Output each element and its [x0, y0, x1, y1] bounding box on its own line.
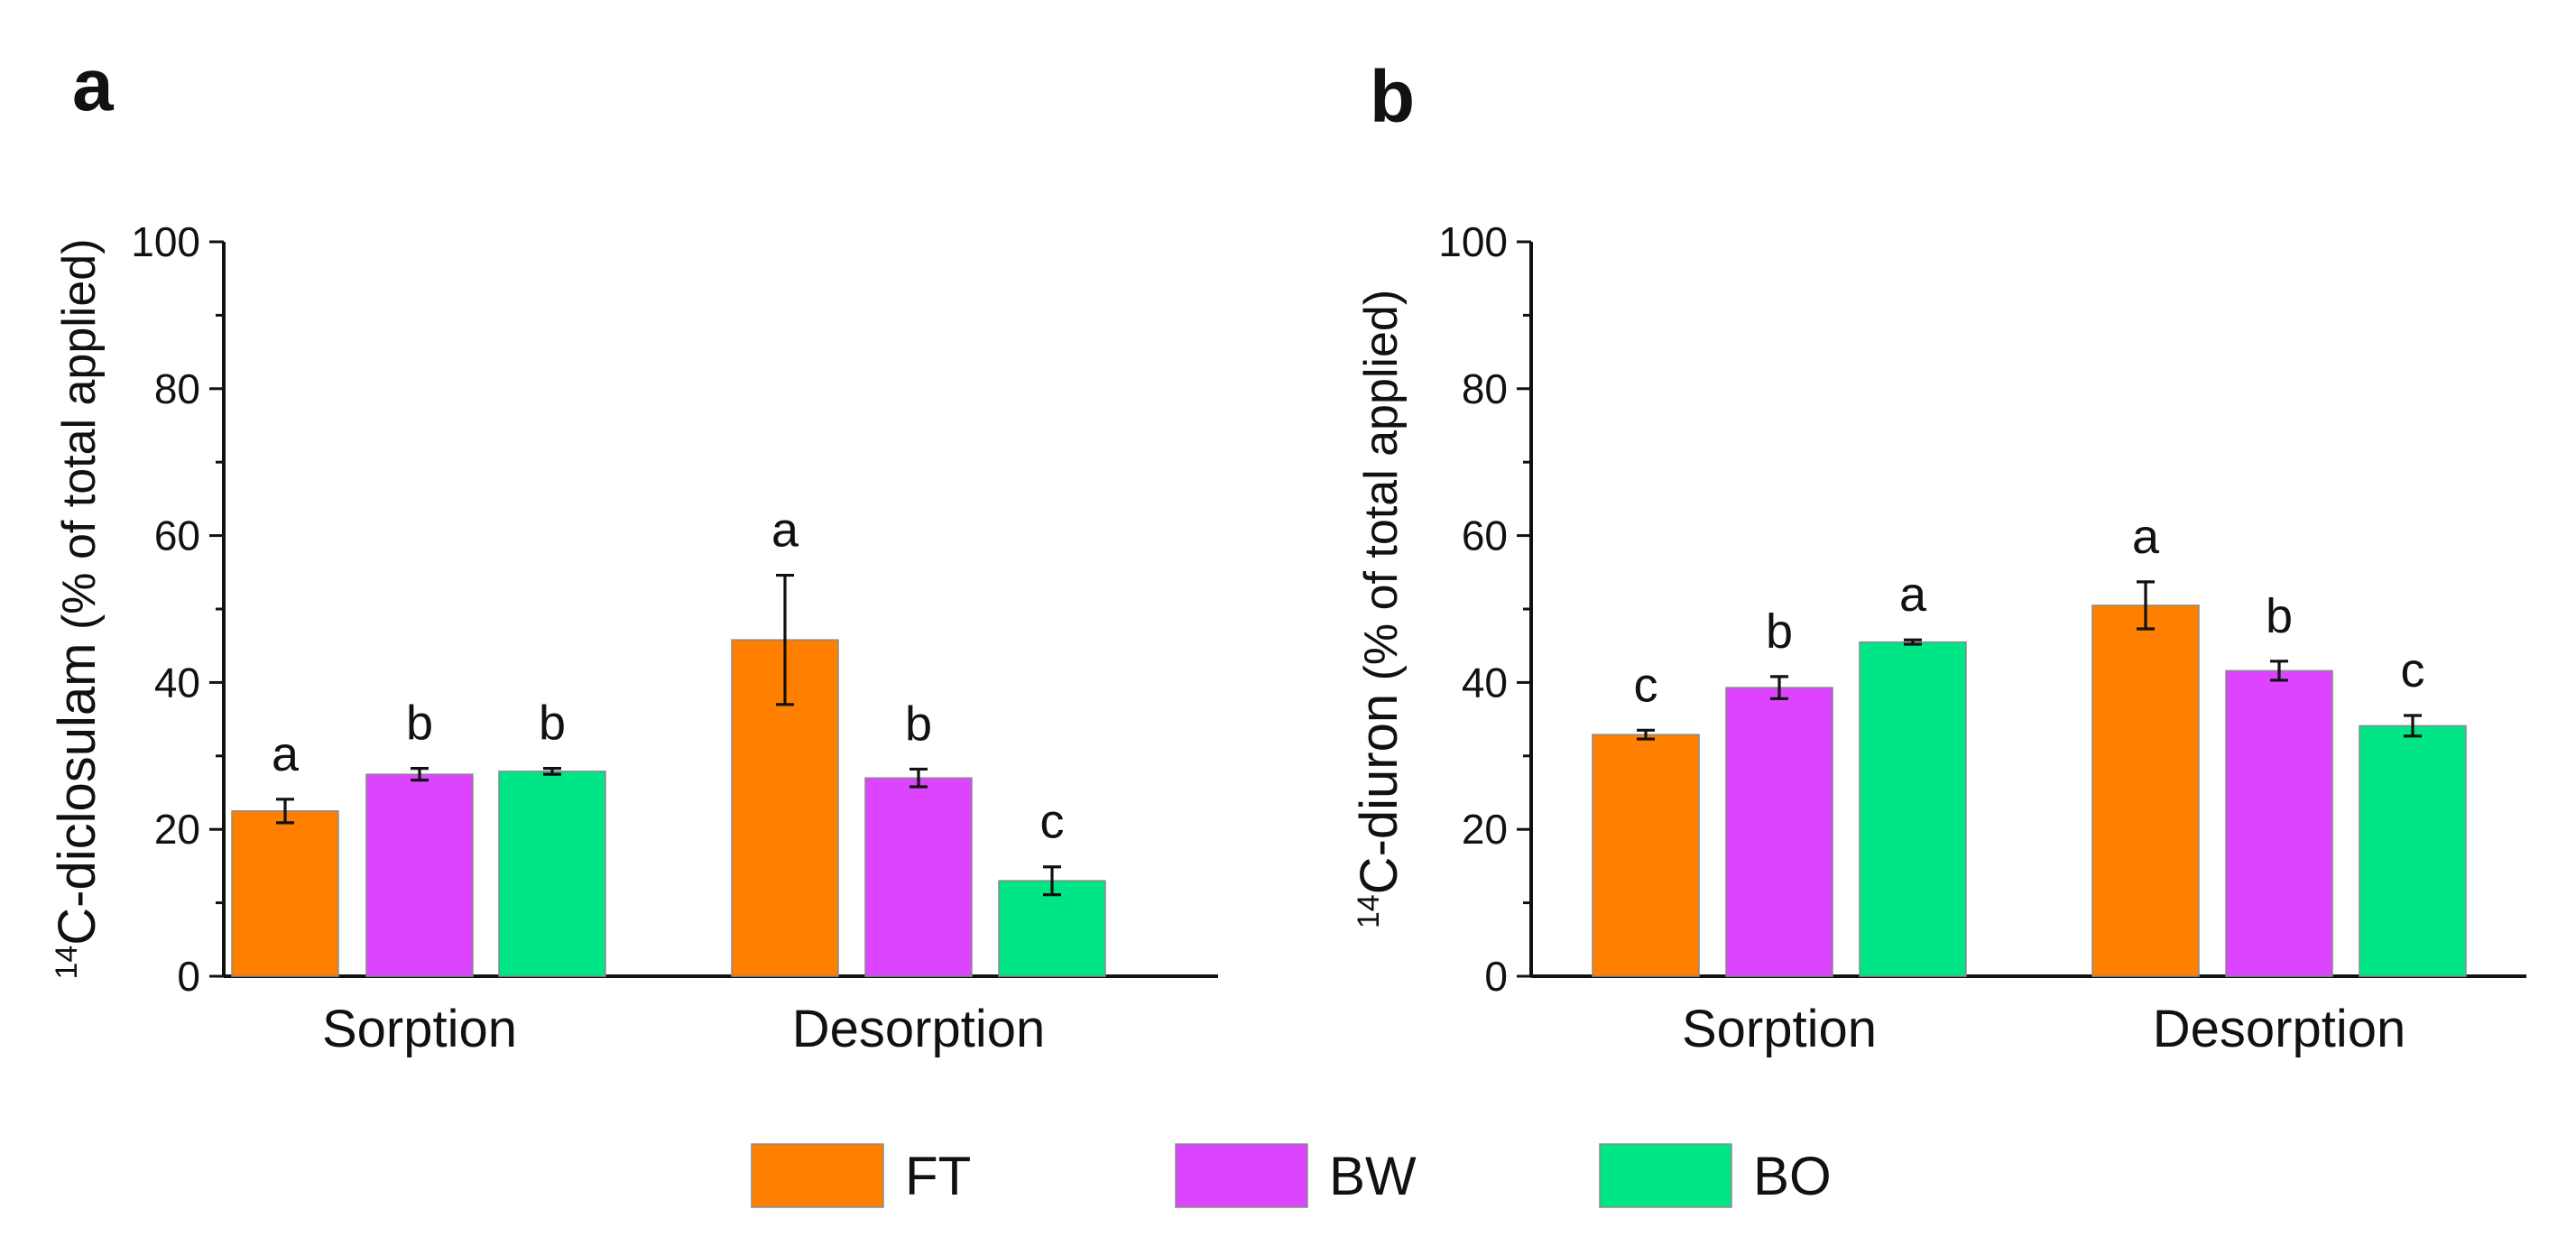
bar-bo	[998, 880, 1106, 977]
panel-label: b	[1370, 56, 1415, 138]
significance-letter: b	[905, 697, 932, 751]
y-axis-label-superscript: 14	[1352, 894, 1386, 928]
panel-label: a	[72, 44, 115, 126]
legend: FT BW BO	[751, 1143, 1832, 1208]
y-axis-label-main: C-diuron	[1350, 694, 1408, 894]
y-tick-label: 100	[1438, 218, 1508, 265]
y-tick-label: 40	[154, 659, 200, 706]
significance-letter: b	[2266, 589, 2293, 643]
significance-letter: a	[272, 727, 300, 781]
chart-panel-a: a 14C-diclosulam (% of total applied) 0 20 4…	[48, 44, 1218, 1058]
y-axis-label: 14C-diclosulam (% of total applied)	[48, 238, 106, 979]
y-tick-label: 40	[1462, 659, 1508, 706]
legend-label: BO	[1753, 1146, 1832, 1206]
bar-bo	[498, 771, 606, 977]
significance-letter: a	[771, 503, 799, 558]
y-tick-label: 80	[154, 365, 200, 412]
significance-letter: a	[2132, 510, 2160, 564]
bar-bw	[365, 773, 474, 977]
bar-ft	[231, 810, 339, 977]
bar-bo	[1859, 641, 1967, 977]
legend-swatch-bo	[1599, 1143, 1732, 1208]
significance-letter: c	[1040, 795, 1065, 849]
y-axis-label-superscript: 14	[50, 946, 84, 980]
y-tick-label: 60	[154, 512, 200, 559]
y-tick-label: 20	[1462, 806, 1508, 853]
y-axis-label-suffix: (% of total applied)	[1355, 290, 1408, 694]
bar-bo	[2359, 725, 2467, 977]
y-tick-label: 100	[131, 218, 200, 265]
legend-label: BW	[1329, 1146, 1417, 1206]
x-category-label: Sorption	[1682, 1000, 1877, 1058]
y-tick-label: 80	[1462, 365, 1508, 412]
bar-bw	[2225, 669, 2333, 977]
chart-panel-b: b 14C-diuron (% of total applied) 0 20 40 60 8…	[1350, 56, 2526, 1058]
significance-letter: c	[2401, 643, 2425, 697]
legend-label: FT	[905, 1146, 971, 1206]
x-category-label: Desorption	[792, 1000, 1045, 1058]
bar-ft	[2091, 605, 2200, 977]
x-category-label: Desorption	[2153, 1000, 2405, 1058]
y-tick-label: 20	[154, 806, 200, 853]
y-tick-label: 0	[1484, 953, 1508, 1000]
y-tick-label: 60	[1462, 512, 1508, 559]
significance-letter: b	[1766, 605, 1793, 659]
y-axis-label: 14C-diuron (% of total applied)	[1350, 290, 1408, 928]
significance-letter: a	[1899, 568, 1927, 622]
bar-bw	[1725, 687, 1833, 977]
x-category-label: Sorption	[322, 1000, 517, 1058]
y-tick-label: 0	[177, 953, 200, 1000]
significance-letter: b	[406, 697, 433, 751]
legend-swatch-ft	[751, 1143, 884, 1208]
legend-swatch-bw	[1175, 1143, 1308, 1208]
y-axis-label-main: C-diclosulam	[48, 643, 106, 946]
significance-letter: c	[1634, 658, 1658, 712]
y-axis-label-suffix: (% of total applied)	[53, 238, 106, 642]
bar-bw	[864, 777, 973, 977]
significance-letter: b	[539, 697, 566, 751]
bar-ft	[1592, 734, 1700, 977]
